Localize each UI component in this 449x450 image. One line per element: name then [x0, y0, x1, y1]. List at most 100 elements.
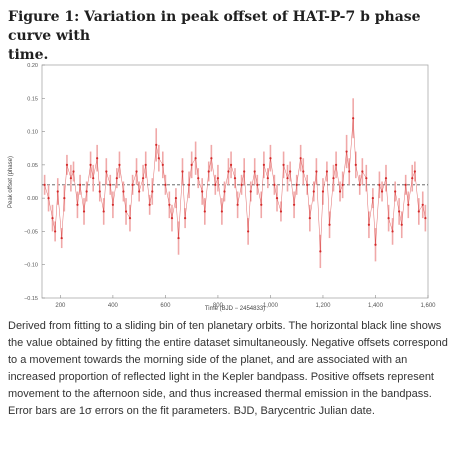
y-tick-label: 0.05: [27, 163, 38, 169]
data-point: [118, 163, 121, 166]
data-point: [181, 170, 184, 173]
data-point: [141, 177, 145, 180]
data-point: [282, 163, 285, 166]
y-tick-label: 0.15: [27, 96, 38, 102]
caption-line-3: to a movement towards the morning side o…: [8, 354, 408, 366]
data-point: [144, 163, 147, 166]
data-point: [51, 217, 54, 220]
data-point: [321, 190, 325, 193]
x-tick-label: 1,200: [315, 303, 331, 309]
x-tick-label: 800: [213, 303, 224, 309]
x-tick-label: 200: [55, 303, 66, 309]
data-point: [72, 170, 75, 173]
data-point: [223, 190, 226, 193]
data-point: [407, 203, 410, 206]
data-point: [177, 236, 180, 240]
data-point: [295, 183, 298, 186]
x-tick-label: 1,000: [263, 303, 279, 309]
data-point: [279, 210, 283, 213]
data-point: [384, 177, 388, 180]
data-point: [266, 177, 269, 180]
data-point: [289, 170, 292, 173]
data-point: [82, 210, 86, 213]
data-point: [306, 183, 309, 186]
data-point: [260, 203, 263, 206]
data-point: [155, 143, 158, 146]
data-point: [210, 157, 213, 160]
figure-title-line-1: Figure 1: Variation in peak offset of HA…: [8, 9, 421, 44]
figure-title-line-2: time.: [8, 47, 49, 63]
data-point: [85, 190, 88, 193]
data-point: [168, 203, 171, 206]
data-point: [256, 183, 259, 186]
data-point: [367, 223, 371, 226]
data-point: [187, 183, 191, 186]
data-point: [302, 170, 305, 173]
data-point: [354, 163, 357, 166]
y-tick-label: 0.00: [27, 196, 38, 202]
data-point: [201, 190, 204, 193]
caption-line-4: increased proportion of reflected light …: [8, 371, 434, 383]
data-points: [43, 117, 427, 253]
data-point: [380, 190, 384, 193]
x-axis-label: Time (BJD − 2454833): [205, 306, 265, 312]
caption-line-1: Derived from fitting to a sliding bin of…: [8, 320, 442, 332]
data-point: [194, 157, 197, 160]
data-point: [292, 203, 296, 206]
data-point: [394, 190, 397, 193]
y-tick-label: −0.05: [24, 229, 38, 235]
x-tick-label: 1,600: [420, 303, 436, 309]
data-point: [69, 177, 72, 180]
data-point: [328, 223, 331, 226]
data-point: [148, 203, 151, 206]
data-point: [128, 217, 132, 220]
data-point: [233, 177, 237, 180]
data-point: [164, 183, 167, 186]
data-point: [391, 230, 394, 233]
caption-line-2: the value obtained by fitting the entire…: [8, 337, 448, 349]
data-point: [96, 157, 99, 160]
data-point: [229, 163, 233, 166]
data-point: [92, 177, 95, 180]
data-point: [115, 177, 118, 180]
y-axis: −0.15 −0.10 −0.05 0.00 0.05 0.10 0.15 0.20: [24, 63, 45, 302]
x-tick-label: 1,400: [368, 303, 384, 309]
y-tick-label: −0.10: [24, 263, 38, 269]
data-point: [98, 190, 101, 193]
data-point: [214, 183, 217, 186]
data-point: [325, 170, 329, 173]
data-point: [111, 203, 114, 206]
caption-line-5: movement to the afternoon side, and thus…: [8, 388, 432, 400]
plot-frame: [41, 64, 429, 299]
figure-caption: Derived from fitting to a sliding bin of…: [8, 318, 448, 420]
data-point: [170, 217, 174, 220]
data-point: [236, 203, 239, 206]
data-point: [157, 157, 160, 160]
data-point: [89, 163, 92, 166]
data-point: [207, 170, 210, 173]
data-point: [105, 170, 108, 173]
error-bars: [43, 98, 427, 269]
data-point: [43, 183, 46, 186]
data-point: [56, 190, 59, 193]
data-point: [345, 150, 348, 153]
caption-line-6: Error bars are 1σ errors on the fit para…: [8, 405, 375, 417]
data-point: [421, 203, 424, 206]
data-point: [398, 210, 401, 213]
data-point: [138, 190, 141, 193]
x-axis: 200 400 600 800 1,000 1,200 1,400 1,600: [55, 295, 436, 309]
y-tick-label: 0.20: [27, 63, 38, 69]
data-point: [227, 170, 230, 173]
x-tick-label: 400: [108, 303, 119, 309]
data-point: [253, 170, 256, 173]
figure-title: Figure 1: Variation in peak offset of HA…: [8, 8, 438, 65]
data-point: [151, 190, 154, 193]
data-point: [76, 203, 79, 206]
data-point: [374, 243, 377, 246]
data-point: [60, 236, 63, 240]
data-point: [308, 217, 311, 220]
data-point: [365, 177, 368, 180]
data-point: [319, 250, 322, 253]
data-point: [65, 163, 69, 166]
data-point: [54, 230, 57, 233]
